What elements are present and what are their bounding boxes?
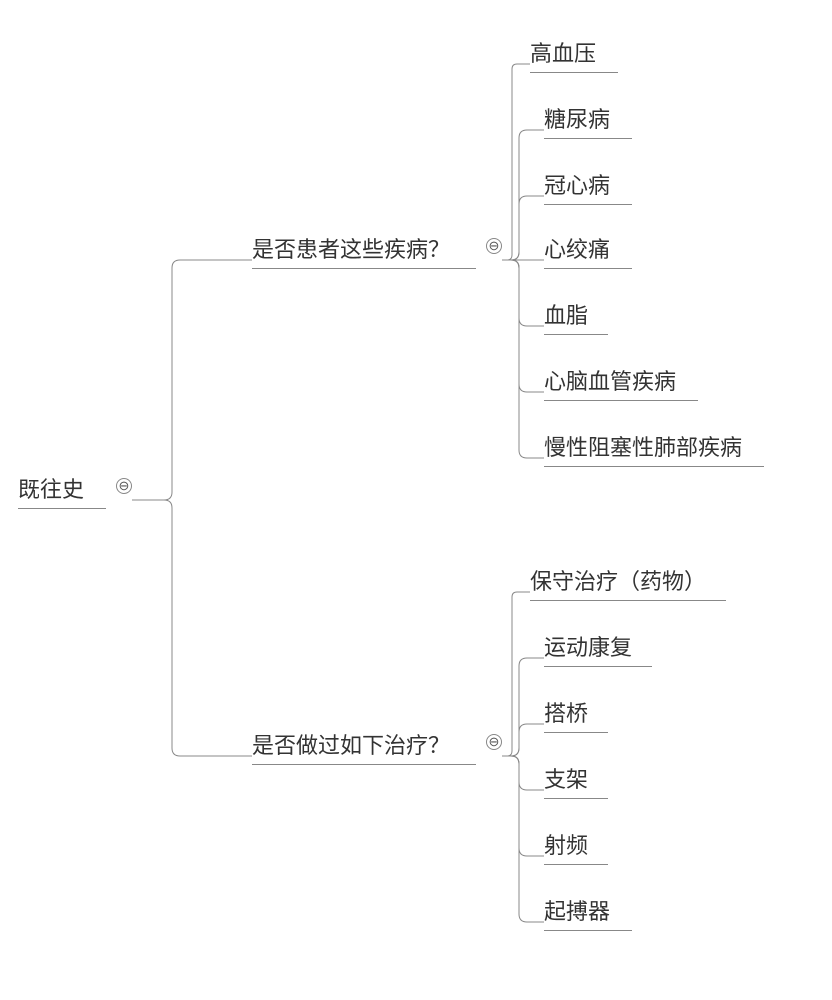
branch-label: 是否患者这些疾病？ bbox=[252, 232, 476, 269]
branch-diseases-toggle[interactable]: ⊖ bbox=[486, 238, 502, 254]
leaf-bypass: 搭桥 bbox=[544, 696, 608, 733]
root-label: 既往史 bbox=[18, 472, 106, 509]
tree-canvas: 既往史 ⊖ 是否患者这些疾病？ ⊖ 高血压 糖尿病 冠心病 心绞痛 血脂 心脑血… bbox=[0, 0, 832, 1000]
leaf-rehab: 运动康复 bbox=[544, 630, 652, 667]
branch-treatments-toggle[interactable]: ⊖ bbox=[486, 734, 502, 750]
leaf-angina: 心绞痛 bbox=[544, 232, 632, 269]
leaf-stent: 支架 bbox=[544, 762, 608, 799]
leaf-pacemaker: 起搏器 bbox=[544, 894, 632, 931]
leaf-chd: 冠心病 bbox=[544, 168, 632, 205]
leaf-cardio-cerebro: 心脑血管疾病 bbox=[544, 364, 698, 401]
branch-diseases: 是否患者这些疾病？ bbox=[252, 232, 476, 269]
branch-treatments: 是否做过如下治疗？ bbox=[252, 728, 476, 765]
leaf-copd: 慢性阻塞性肺部疾病 bbox=[544, 430, 764, 467]
leaf-diabetes: 糖尿病 bbox=[544, 102, 632, 139]
leaf-hypertension: 高血压 bbox=[530, 36, 618, 73]
root-node: 既往史 bbox=[18, 472, 106, 509]
leaf-lipids: 血脂 bbox=[544, 298, 608, 335]
branch-label: 是否做过如下治疗？ bbox=[252, 728, 476, 765]
root-toggle[interactable]: ⊖ bbox=[116, 478, 132, 494]
leaf-rf: 射频 bbox=[544, 828, 608, 865]
connectors-svg bbox=[0, 0, 832, 1000]
leaf-conservative: 保守治疗（药物） bbox=[530, 564, 726, 601]
